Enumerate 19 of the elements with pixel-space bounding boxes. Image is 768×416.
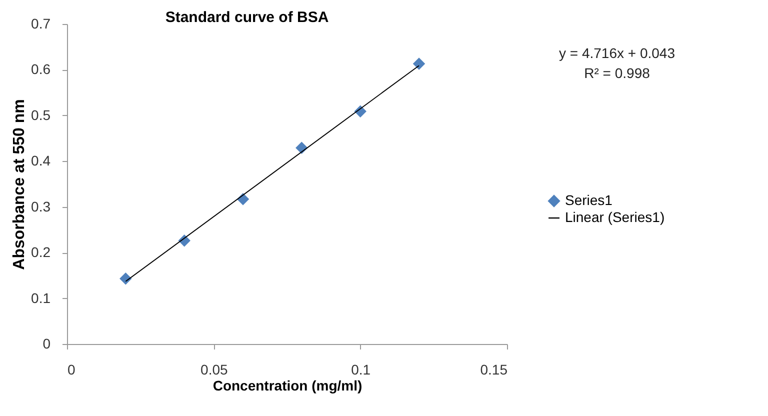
- y-tick-label: 0.5: [31, 106, 51, 123]
- text: R² = 0.998: [584, 65, 650, 81]
- x-tick-label: 0.1: [351, 362, 371, 378]
- chart-title: Standard curve of BSA: [165, 9, 329, 26]
- y-tick-label: 0.4: [31, 152, 51, 169]
- y-tick-label: 0.1: [31, 290, 51, 306]
- y-tick-label: 0.6: [31, 61, 51, 78]
- x-axis-title: Concentration (mg/ml): [212, 378, 362, 394]
- y-tick-label: 0.7: [31, 16, 51, 32]
- y-tick-label: 0: [42, 336, 51, 352]
- legend-label: Linear (Series1): [565, 209, 665, 225]
- text: y = 4.716x + 0.043: [559, 45, 676, 61]
- x-tick-label: 0.05: [200, 362, 228, 378]
- y-tick-label: 0.2: [31, 244, 51, 260]
- x-tick-label: 0: [68, 362, 76, 378]
- y-tick-label: 0.3: [31, 198, 51, 214]
- y-axis-title: Absorbance at 550 nm: [11, 99, 28, 270]
- legend-label: Series1: [565, 192, 613, 208]
- x-tick-label: 0.15: [480, 362, 508, 378]
